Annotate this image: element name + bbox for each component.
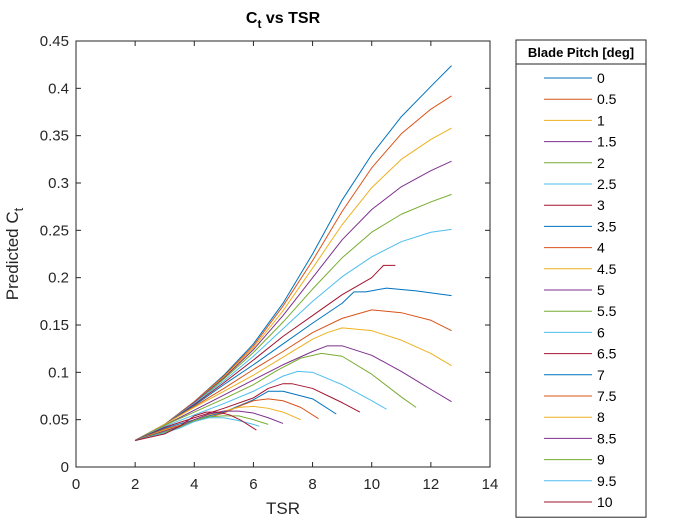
legend-entry-label: 9.5	[597, 473, 617, 489]
legend-box	[515, 39, 647, 518]
legend-entry-label: 4	[597, 240, 605, 256]
series-line-6.5	[134, 383, 361, 441]
series-line-0.5	[134, 95, 452, 441]
legend: Blade Pitch [deg] 0 0.5 1 1.5 2 2.5 3 3.5 4 4.5 5 5.…	[515, 39, 647, 518]
x-tick-label: 0	[72, 476, 80, 493]
y-axis-label: Predicted Ct	[3, 207, 26, 300]
chart-title: Ct vs TSR	[246, 10, 321, 31]
legend-entry-label: 3	[597, 197, 605, 213]
y-tick-label: 0.1	[48, 364, 69, 381]
plot-area-frame	[75, 40, 491, 468]
series-line-1.5	[134, 160, 452, 441]
x-tick-label: 8	[308, 476, 316, 493]
x-tick-label: 6	[249, 476, 257, 493]
legend-entry-label: 8	[597, 409, 605, 425]
legend-entry-label: 1.5	[597, 134, 617, 150]
series-line-9	[135, 415, 269, 441]
y-tick-label: 0.15	[40, 317, 69, 334]
legend-entry-label: 2	[597, 155, 605, 171]
legend-entry-label: 8.5	[597, 430, 617, 446]
series-line-3	[134, 264, 396, 441]
series-line-5.5	[134, 352, 417, 441]
legend-entry-label: 5	[597, 282, 605, 298]
series-line-7.5	[134, 398, 319, 441]
y-tick-label: 0.35	[40, 128, 69, 145]
legend-title: Blade Pitch [deg]	[528, 45, 634, 60]
legend-entry-label: 1	[597, 112, 605, 128]
y-tick-label: 0.05	[40, 412, 69, 429]
legend-entry-label: 7	[597, 367, 605, 383]
y-tick-label: 0.45	[40, 33, 69, 50]
legend-entry-label: 0	[597, 70, 605, 86]
legend-entry-label: 9	[597, 452, 605, 468]
chart-title-text: Ct vs TSR	[246, 10, 321, 31]
series-line-4	[134, 309, 452, 441]
y-tick-label: 0.2	[48, 270, 69, 287]
plot-axes: 0 2 4 6 8 10 12 14 0 0.05 0.1 0.15 0.2 0.25 0.3 0.35 0.4…	[3, 33, 498, 518]
legend-entry-label: 7.5	[597, 388, 617, 404]
series-line-6	[134, 370, 387, 441]
series-line-10	[135, 411, 257, 441]
plot-series	[134, 65, 452, 441]
legend-entry-label: 6	[597, 324, 605, 340]
x-tick-label: 14	[482, 476, 499, 493]
legend-entry-label: 6.5	[597, 346, 617, 362]
y-tick-label: 0	[61, 459, 69, 476]
x-tick-label: 12	[423, 476, 440, 493]
legend-entry-label: 3.5	[597, 218, 617, 234]
series-line-2.5	[134, 228, 452, 441]
x-tick-label: 10	[363, 476, 380, 493]
legend-entry-label: 5.5	[597, 303, 617, 319]
y-tick-label: 0.25	[40, 222, 69, 239]
legend-entry-label: 4.5	[597, 261, 617, 277]
series-line-7	[134, 390, 337, 441]
series-line-4.5	[134, 327, 452, 441]
x-tick-label: 2	[131, 476, 139, 493]
x-axis-label: TSR	[266, 499, 300, 518]
legend-entry-label: 2.5	[597, 176, 617, 192]
y-tick-label: 0.4	[48, 80, 69, 97]
x-tick-label: 4	[190, 476, 198, 493]
legend-entry-label: 10	[597, 494, 613, 510]
y-tick-label: 0.3	[48, 175, 69, 192]
legend-entry-label: 0.5	[597, 91, 617, 107]
series-line-5	[134, 345, 452, 441]
series-line-3.5	[134, 287, 452, 441]
